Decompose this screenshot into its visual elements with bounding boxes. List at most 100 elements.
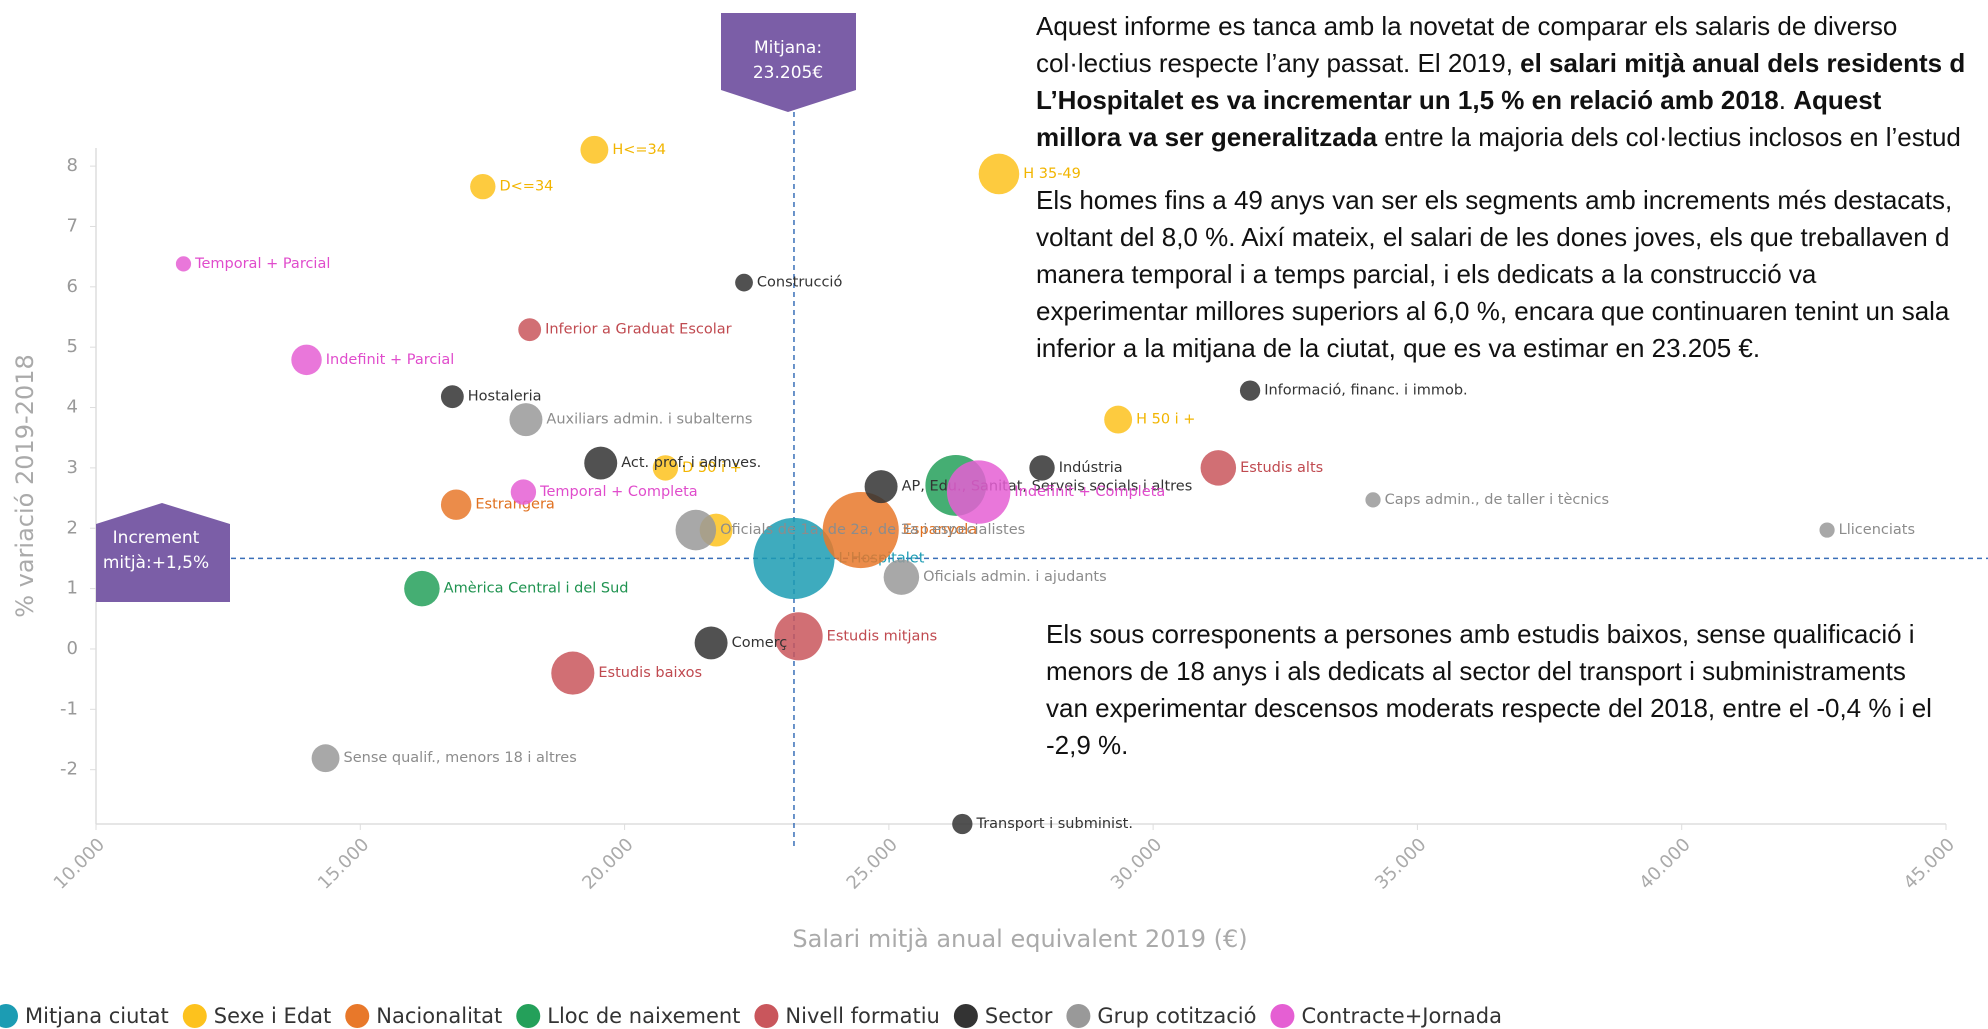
text-segment: entre la majoria dels col·lectius inclos… — [1377, 122, 1961, 152]
paragraph: Els sous corresponents a persones amb es… — [1046, 616, 1932, 764]
bubble-label: Sense qualif., menors 18 i altres — [344, 750, 577, 766]
y-tick-label: 0 — [67, 638, 78, 659]
x-tick-label: 35.000 — [1371, 834, 1430, 893]
bubble-label: Llicenciats — [1839, 522, 1915, 538]
y-tick-label: 2 — [67, 517, 78, 538]
bubble-label: Caps admin., de taller i tècnics — [1385, 492, 1609, 508]
bubble-label: Temporal + Completa — [539, 484, 698, 500]
text-line: L’Hospitalet es va incrementar un 1,5 % … — [1036, 82, 1965, 119]
x-tick-label: 15.000 — [314, 834, 373, 893]
paragraph: Aquest informe es tanca amb la novetat d… — [1036, 8, 1965, 156]
bubble — [978, 153, 1020, 195]
y-tick-label: 1 — [67, 578, 78, 599]
text-line: inferior a la mitjana de la ciutat, que … — [1036, 330, 1952, 367]
annotation-text: Increment — [113, 528, 200, 548]
text-segment: inferior a la mitjana de la ciutat, que … — [1036, 333, 1761, 363]
bubble — [291, 344, 322, 376]
text-line: Els homes fins a 49 anys van ser els seg… — [1036, 182, 1952, 219]
bubble-label: Indústria — [1059, 460, 1123, 476]
bubble — [518, 318, 542, 342]
text-line: millora va ser generalitzada entre la ma… — [1036, 119, 1965, 156]
legend-swatch — [754, 1004, 779, 1028]
text-line: van experimentar descensos moderats resp… — [1046, 690, 1932, 727]
bubble — [946, 460, 1011, 524]
annotation-text: mitjà:+1,5% — [103, 553, 209, 573]
bubble-label: D<=34 — [499, 179, 553, 195]
legend-label: Nacionalitat — [376, 1004, 502, 1028]
paragraph: Els homes fins a 49 anys van ser els seg… — [1036, 182, 1952, 367]
bubble-label: Estudis mitjans — [827, 628, 938, 644]
x-tick-label: 10.000 — [50, 834, 109, 893]
y-tick-label: 5 — [67, 336, 78, 357]
text-line: col·lectius respecte l’any passat. El 20… — [1036, 45, 1965, 82]
bubble — [440, 489, 472, 520]
x-tick-label: 40.000 — [1635, 834, 1694, 893]
x-tick-label: 25.000 — [843, 834, 902, 893]
bubble — [952, 813, 973, 835]
annotation-box — [96, 503, 230, 602]
bubble — [864, 470, 898, 504]
bubble-label: Transport i subminist. — [975, 816, 1132, 832]
bubble — [1104, 405, 1133, 434]
text-line: -2,9 %. — [1046, 727, 1932, 764]
y-tick-label: 8 — [67, 155, 78, 176]
bubble-label: Inferior a Graduat Escolar — [545, 322, 732, 338]
bubble-label: D 50 i + — [682, 460, 742, 476]
legend-label: Grup cotització — [1097, 1004, 1256, 1028]
bubble — [440, 385, 464, 409]
y-tick-label: 4 — [67, 397, 78, 418]
bubble — [551, 651, 595, 695]
legend-swatch — [1270, 1004, 1295, 1028]
text-segment: millora va ser generalitzada — [1036, 122, 1378, 152]
bubble-label: Hostaleria — [468, 389, 542, 405]
text-line: Els sous corresponents a persones amb es… — [1046, 616, 1932, 653]
bubble-label: Auxiliars admin. i subalterns — [546, 412, 752, 428]
bubble-label: Temporal + Parcial — [194, 256, 330, 272]
bubble — [774, 612, 823, 661]
bubble — [652, 455, 679, 481]
bubble-label: Construcció — [757, 275, 843, 291]
y-tick-label: -1 — [60, 698, 78, 719]
legend-swatch — [345, 1004, 370, 1028]
bubble-label: Estudis baixos — [598, 665, 702, 681]
bubble — [694, 626, 728, 660]
bubble-label: Amèrica Central i del Sud — [444, 581, 629, 597]
text-segment: experimentar millores superiors al 6,0 %… — [1036, 296, 1950, 326]
text-segment: manera temporal i a temps parcial, i els… — [1036, 259, 1817, 289]
text-segment: menors de 18 anys i als dedicats al sect… — [1046, 656, 1906, 686]
text-line: Aquest informe es tanca amb la novetat d… — [1036, 8, 1965, 45]
bubble-label: Oficials admin. i ajudants — [923, 569, 1107, 585]
text-segment: Aquest informe es tanca amb la novetat d… — [1036, 11, 1898, 41]
legend-swatch — [516, 1004, 541, 1028]
y-axis-label: % variació 2019-2018 — [11, 354, 39, 618]
bubble — [580, 135, 609, 164]
bubble — [311, 744, 340, 773]
bubble — [675, 509, 717, 551]
text-line: menors de 18 anys i als dedicats al sect… — [1046, 653, 1932, 690]
legend-label: Sexe i Edat — [214, 1004, 331, 1028]
bubble — [509, 403, 543, 437]
bubble-label: H 35-49 — [1023, 166, 1081, 182]
text-segment: L’Hospitalet es va incrementar un 1,5 % … — [1036, 85, 1779, 115]
legend-label: Sector — [985, 1004, 1053, 1028]
bubble — [470, 173, 496, 200]
bubble — [753, 517, 835, 600]
text-segment: van experimentar descensos moderats resp… — [1046, 693, 1932, 723]
y-tick-label: 7 — [67, 215, 78, 236]
text-segment: -2,9 %. — [1046, 730, 1129, 760]
bubble — [1365, 492, 1381, 508]
y-tick-label: 6 — [67, 276, 78, 297]
annotation-box — [721, 13, 856, 112]
y-tick-label: -2 — [60, 759, 78, 780]
bubble-label: H 50 i + — [1136, 412, 1195, 428]
x-tick-label: 20.000 — [578, 834, 637, 893]
bubble-label: Act. prof. i admves. — [621, 455, 761, 471]
bubble-label: Estrangera — [475, 497, 554, 513]
legend-label: Contracte+Jornada — [1301, 1004, 1502, 1028]
legend-label: Nivell formatiu — [785, 1004, 939, 1028]
bubble — [1819, 522, 1835, 538]
bubble — [404, 570, 440, 607]
bubble — [822, 492, 899, 569]
